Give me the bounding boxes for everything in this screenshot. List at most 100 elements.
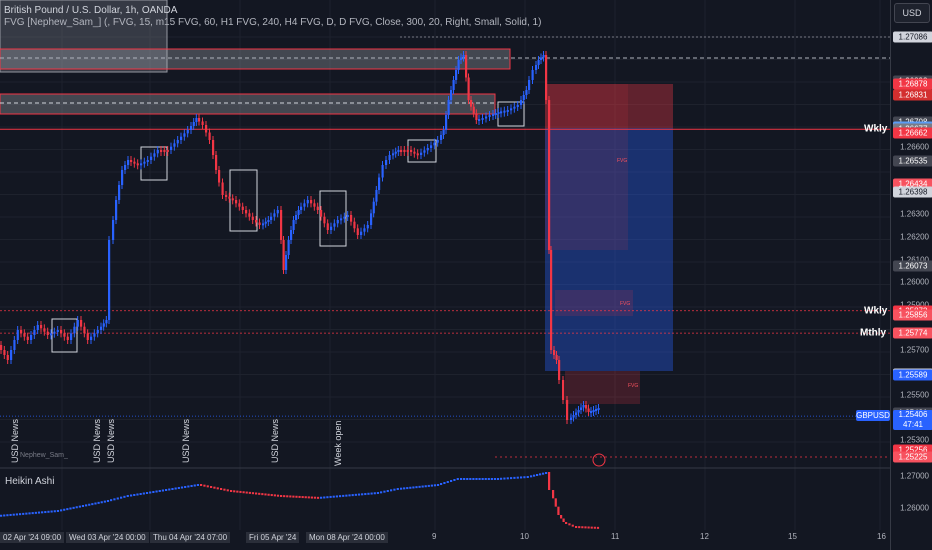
candle-body bbox=[195, 118, 198, 122]
time-axis-label[interactable]: 11 bbox=[611, 532, 620, 541]
candle-body bbox=[140, 163, 143, 166]
time-axis-label[interactable]: 9 bbox=[432, 532, 437, 541]
candle-body bbox=[245, 210, 248, 214]
ha-candle bbox=[245, 491, 248, 494]
candle-body bbox=[36, 325, 39, 330]
candle-body bbox=[102, 323, 105, 327]
ha-candle bbox=[267, 493, 270, 496]
ha-candle bbox=[450, 480, 453, 482]
ha-candle bbox=[530, 475, 533, 478]
price-badge: 1.26662 bbox=[893, 127, 932, 139]
candle-body bbox=[426, 148, 429, 151]
price-tick: 1.25700 bbox=[900, 345, 929, 355]
ha-candle bbox=[22, 512, 25, 515]
candle-body bbox=[370, 213, 373, 225]
time-axis-label[interactable]: 16 bbox=[877, 532, 886, 541]
ha-candle bbox=[361, 493, 364, 496]
time-axis-label[interactable]: Fri 05 Apr '24 bbox=[246, 532, 300, 543]
candle-body bbox=[53, 331, 56, 334]
candle-body bbox=[170, 146, 173, 150]
ha-candle bbox=[342, 494, 345, 497]
target-zone bbox=[545, 128, 673, 371]
candle-body bbox=[336, 220, 339, 224]
ha-candle bbox=[149, 491, 152, 494]
candle-body bbox=[297, 210, 300, 215]
ha-candle bbox=[313, 496, 317, 499]
candle-body bbox=[410, 150, 413, 152]
candle-body bbox=[572, 415, 575, 418]
time-axis-label[interactable]: 12 bbox=[700, 532, 709, 541]
heikin-ashi-label[interactable]: Heikin Ashi bbox=[5, 476, 55, 487]
candle-body bbox=[326, 223, 329, 230]
ha-candle bbox=[446, 481, 449, 483]
time-axis-label[interactable]: Thu 04 Apr '24 07:00 bbox=[150, 532, 231, 543]
candle-body bbox=[16, 330, 19, 340]
candle-body bbox=[115, 200, 118, 220]
time-axis-label[interactable]: 15 bbox=[788, 532, 797, 541]
candle-body bbox=[160, 150, 163, 152]
candle-body bbox=[96, 330, 99, 334]
ha-candle bbox=[184, 486, 187, 488]
ha-candle bbox=[490, 478, 493, 480]
candle-body bbox=[522, 95, 525, 100]
candle-body bbox=[150, 156, 153, 160]
candle-body bbox=[66, 336, 69, 340]
candle-body bbox=[186, 130, 189, 134]
candle-body bbox=[333, 223, 336, 227]
ha-candle bbox=[94, 502, 97, 505]
ha-candle bbox=[301, 496, 304, 499]
candle-body bbox=[180, 136, 183, 140]
time-axis-label[interactable]: Wed 03 Apr '24 00:00 bbox=[66, 532, 149, 543]
ha-candle bbox=[116, 497, 119, 500]
candle-body bbox=[363, 228, 366, 232]
price-chart[interactable] bbox=[0, 0, 890, 550]
candle-body bbox=[20, 330, 23, 334]
ha-candle bbox=[66, 508, 69, 511]
ha-candle bbox=[56, 510, 60, 512]
ha-candle bbox=[409, 486, 412, 489]
ha-candle bbox=[136, 493, 139, 496]
symbol-price-badge: GBPUSD bbox=[856, 410, 890, 422]
ha-candle bbox=[496, 478, 500, 480]
candle-body bbox=[570, 417, 573, 420]
candle-body bbox=[558, 360, 561, 380]
candle-body bbox=[494, 113, 497, 115]
ha-candle bbox=[223, 488, 226, 491]
candle-body bbox=[295, 215, 298, 220]
ha-candle bbox=[180, 486, 184, 489]
price-badge: 1.26535 bbox=[893, 155, 932, 167]
candle-body bbox=[566, 400, 569, 420]
ha-candle bbox=[133, 494, 136, 496]
candle-body bbox=[153, 153, 156, 157]
price-badge: 1.25856 bbox=[893, 309, 932, 321]
candle-body bbox=[403, 150, 406, 152]
indicator-legend[interactable]: FVG [Nephew_Sam_] (, FVG, 15, m15 FVG, 6… bbox=[4, 17, 542, 28]
ha-candle bbox=[123, 495, 126, 498]
candle-body bbox=[413, 151, 416, 154]
candle-body bbox=[323, 216, 326, 224]
time-axis-label[interactable]: Mon 08 Apr '24 00:00 bbox=[306, 532, 388, 543]
ha-candle bbox=[251, 492, 255, 495]
price-badge: 1.27086 bbox=[893, 31, 932, 43]
ha-candle bbox=[380, 491, 383, 494]
level-label: Wkly bbox=[864, 305, 888, 317]
ha-candle bbox=[200, 484, 203, 486]
ha-candle bbox=[280, 495, 283, 497]
lightning-icon bbox=[592, 453, 606, 467]
candle-body bbox=[340, 218, 343, 221]
ha-candle bbox=[364, 493, 367, 496]
ha-candle bbox=[316, 496, 320, 499]
candle-body bbox=[26, 336, 29, 340]
price-axis[interactable]: 1.26600 1.26300 1.26200 1.26100 1.26000 1.259… bbox=[890, 0, 932, 550]
candle-body bbox=[542, 55, 545, 58]
level-label: Mthly bbox=[860, 327, 887, 339]
level-label: Wkly bbox=[864, 123, 888, 135]
currency-button[interactable]: USD bbox=[894, 3, 930, 23]
time-axis-label[interactable]: 10 bbox=[520, 532, 529, 541]
candle-body bbox=[372, 201, 375, 214]
ha-candle bbox=[560, 515, 563, 519]
ha-candle bbox=[152, 491, 155, 493]
ha-candle bbox=[548, 472, 551, 490]
time-axis-label[interactable]: 02 Apr '24 09:00 bbox=[0, 532, 65, 543]
candle-body bbox=[488, 115, 491, 117]
